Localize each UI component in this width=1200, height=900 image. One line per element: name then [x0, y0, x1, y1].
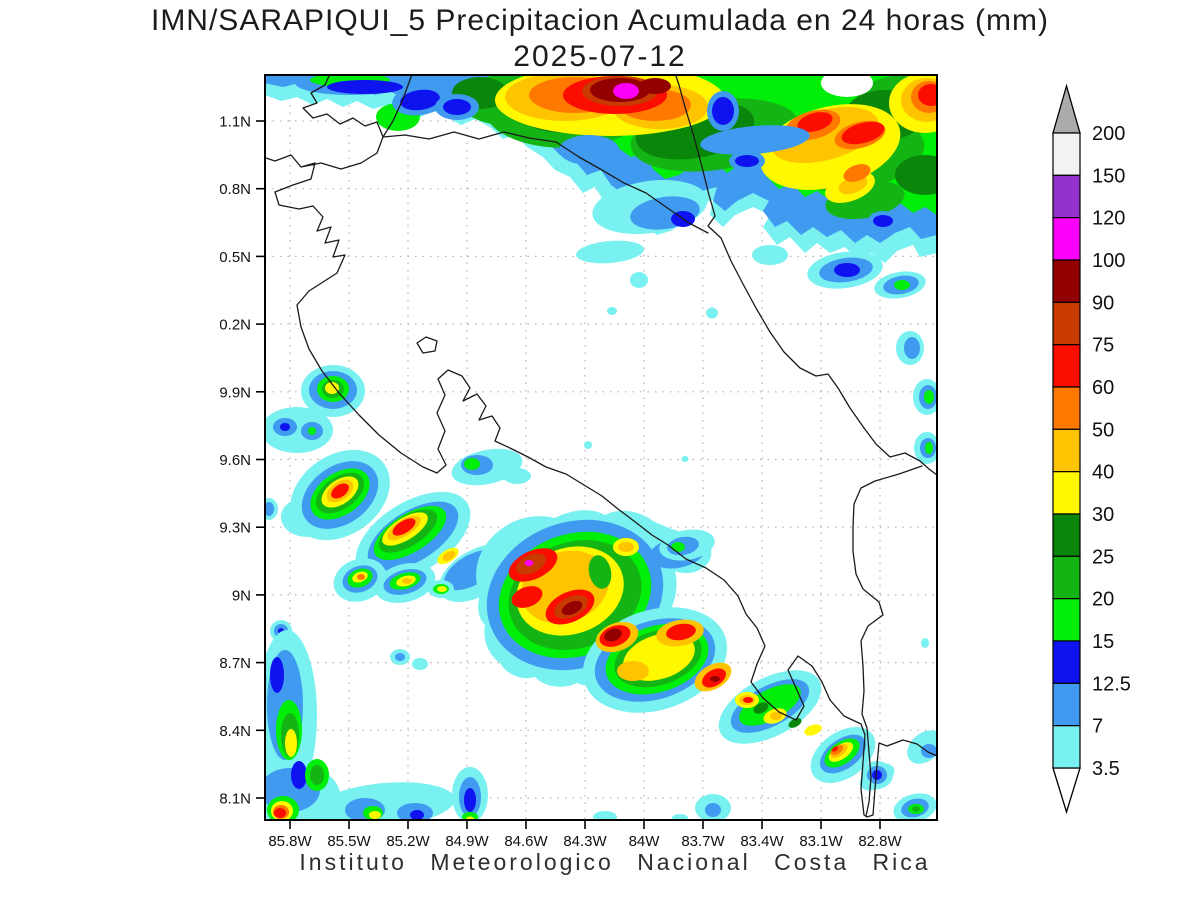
lat-tick-label: 8.1N [220, 791, 251, 808]
colorbar-label: 20 [1092, 589, 1114, 611]
lat-tick-label: 8.4N [220, 723, 251, 740]
lat-tick-label: 10.5N [220, 249, 251, 266]
colorbar-segment [1052, 428, 1081, 473]
colorbar-label: 120 [1092, 208, 1125, 230]
lon-tick-label: 85.5W [327, 833, 371, 850]
colorbar-segment [1052, 598, 1081, 642]
colorbar-segment [1052, 555, 1081, 600]
lat-tick-label: 9.6N [220, 452, 251, 469]
colorbar-segment [1052, 386, 1081, 430]
colorbar-label: 50 [1092, 419, 1114, 441]
colorbar-label: 90 [1092, 292, 1114, 314]
colorbar-overflow-arrow [1052, 83, 1081, 134]
colorbar-segment [1052, 344, 1081, 388]
precip-map: 11.1N 10.8N 10.5N 10.2N 9.9N 9.6N 9.3N 9N 8.7N 8.… [220, 74, 938, 851]
colorbar-label: 15 [1092, 631, 1114, 653]
lat-tick-label: 10.8N [220, 181, 251, 198]
colorbar-underflow-arrow [1052, 767, 1081, 815]
lon-tick-label: 82.8W [858, 833, 902, 850]
colorbar-label: 7 [1092, 716, 1103, 738]
colorbar-label: 30 [1092, 504, 1114, 526]
precip-shading [265, 75, 937, 820]
colorbar-segment [1052, 174, 1081, 219]
lon-tick-label: 85.2W [386, 833, 430, 850]
colorbar-segment [1052, 471, 1081, 515]
lon-tick-label: 84.6W [504, 833, 548, 850]
colorbar-label: 150 [1092, 165, 1125, 187]
colorbar-label: 40 [1092, 462, 1114, 484]
colorbar-label: 200 [1092, 123, 1125, 145]
colorbar: 200 150 120 100 90 75 60 50 40 30 25 20 15 12.5 7 3.5 [1052, 83, 1131, 815]
lat-tick-label: 9.9N [220, 384, 251, 401]
colorbar-label: 3.5 [1092, 758, 1120, 780]
coastline-path [265, 75, 937, 818]
lon-tick-label: 83.4W [740, 833, 784, 850]
colorbar-segment [1052, 301, 1081, 346]
chart-title: IMN/SARAPIQUI_5 Precipitacion Acumulada … [0, 4, 1200, 74]
colorbar-segment [1052, 513, 1081, 557]
colorbar-segment [1052, 682, 1081, 727]
colorbar-segment [1052, 132, 1081, 176]
colorbar-label: 60 [1092, 377, 1114, 399]
colorbar-label: 25 [1092, 546, 1114, 568]
lat-tick-label: 10.2N [220, 317, 251, 334]
title-line-1: IMN/SARAPIQUI_5 Precipitacion Acumulada … [150, 4, 1049, 37]
colorbar-segment [1052, 725, 1081, 769]
title-line-2: 2025-07-12 [513, 40, 687, 73]
lat-tick-label: 8.7N [220, 655, 251, 672]
lon-tick-label: 84.3W [563, 833, 607, 850]
colorbar-label: 100 [1092, 250, 1125, 272]
lon-tick-label: 85.8W [268, 833, 312, 850]
lon-tick-label: 84W [629, 833, 661, 850]
colorbar-segment [1052, 217, 1081, 261]
colorbar-label: 12.5 [1092, 673, 1131, 695]
colorbar-label: 75 [1092, 335, 1114, 357]
lat-tick-label: 9.3N [220, 520, 251, 537]
colorbar-segment [1052, 640, 1081, 684]
colorbar-segment [1052, 259, 1081, 303]
lat-tick-label: 9N [232, 587, 251, 604]
lon-tick-label: 83.1W [799, 833, 843, 850]
lon-tick-label: 83.7W [681, 833, 725, 850]
lon-tick-label: 84.9W [445, 833, 489, 850]
axes-group: 11.1N 10.8N 10.5N 10.2N 9.9N 9.6N 9.3N 9N 8.7N 8.… [220, 114, 903, 851]
map-frame [264, 74, 938, 821]
lat-tick-label: 11.1N [220, 114, 251, 131]
footer-credit: Instituto Meteorologico Nacional Costa R… [299, 849, 931, 875]
